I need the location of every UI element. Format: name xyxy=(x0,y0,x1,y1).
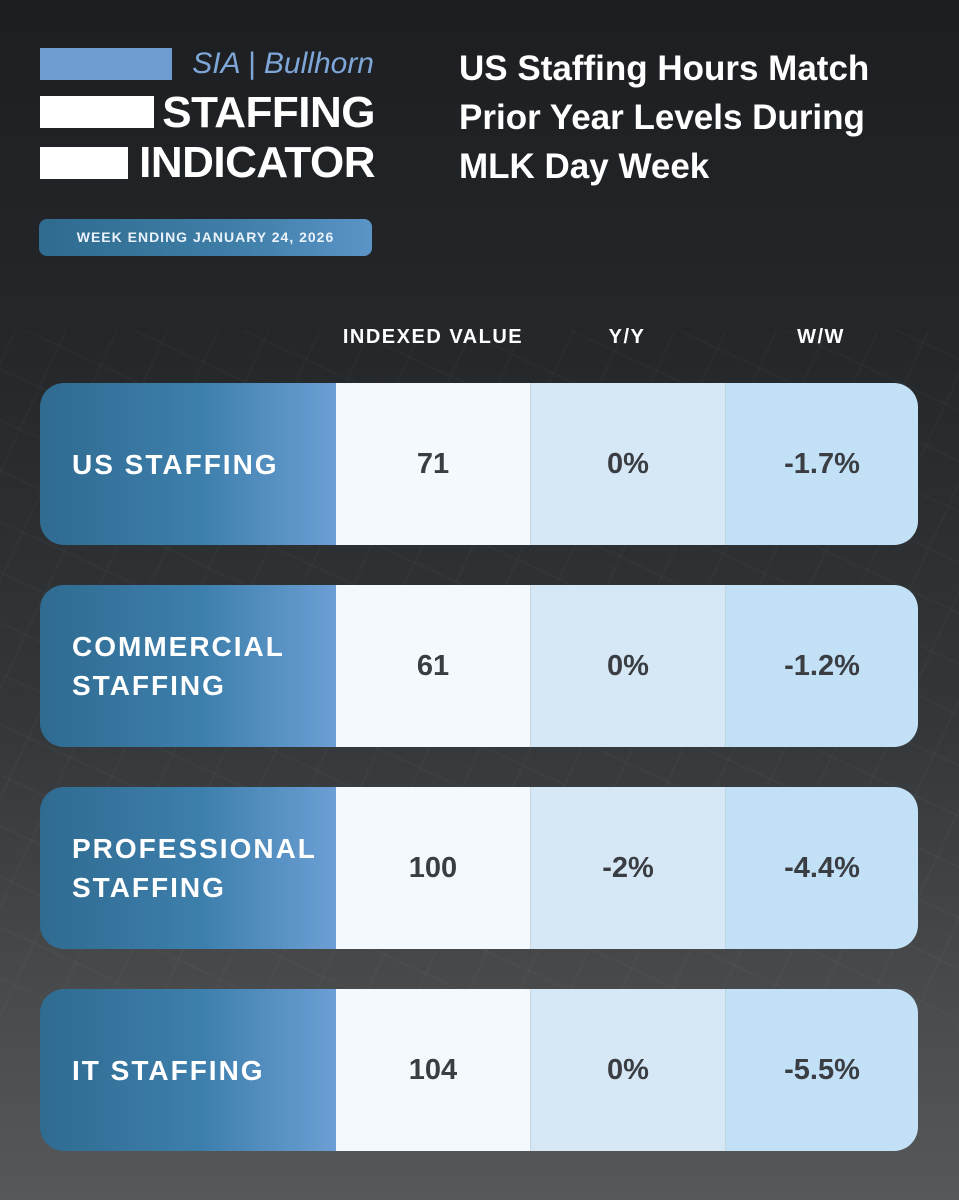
yy-cell: 0% xyxy=(531,989,726,1151)
headline-line-2: Prior Year Levels During xyxy=(459,98,865,137)
row-label-line-1: US STAFFING xyxy=(72,448,279,480)
table-row-professional-staffing: PROFESSIONAL STAFFING 100 -2% -4.4% xyxy=(40,787,918,949)
row-label-line-1: IT STAFFING xyxy=(72,1054,265,1086)
table-row-commercial-staffing: COMMERCIAL STAFFING 61 0% -1.2% xyxy=(40,585,918,747)
row-label: PROFESSIONAL STAFFING xyxy=(40,787,336,949)
table-row-us-staffing: US STAFFING 71 0% -1.7% xyxy=(40,383,918,545)
logo-white-bar-2 xyxy=(40,147,128,179)
row-label-line-2: STAFFING xyxy=(72,670,226,701)
headline-line-3: MLK Day Week xyxy=(459,147,710,186)
logo-line-staffing: STAFFING xyxy=(162,88,375,137)
row-label: COMMERCIAL STAFFING xyxy=(40,585,336,747)
row-label: US STAFFING xyxy=(40,383,336,545)
column-header-indexed-value: INDEXED VALUE xyxy=(342,326,524,348)
ww-cell: -1.7% xyxy=(726,383,918,545)
indexed-value-cell: 100 xyxy=(336,787,531,949)
indexed-value-cell: 104 xyxy=(336,989,531,1151)
row-label-line-1: PROFESSIONAL xyxy=(72,833,317,864)
week-ending-badge: WEEK ENDING JANUARY 24, 2026 xyxy=(39,219,372,256)
ww-cell: -4.4% xyxy=(726,787,918,949)
indexed-value-cell: 61 xyxy=(336,585,531,747)
column-header-ww: W/W xyxy=(797,326,845,348)
logo-subtitle: SIA | Bullhorn xyxy=(192,47,374,80)
logo-white-bar-1 xyxy=(40,96,154,128)
yy-cell: 0% xyxy=(531,585,726,747)
ww-cell: -1.2% xyxy=(726,585,918,747)
indexed-value-cell: 71 xyxy=(336,383,531,545)
row-label: IT STAFFING xyxy=(40,989,336,1151)
yy-cell: 0% xyxy=(531,383,726,545)
logo-line-indicator: INDICATOR xyxy=(139,138,375,187)
row-label-line-2: STAFFING xyxy=(72,872,226,903)
headline-line-1: US Staffing Hours Match xyxy=(459,49,870,88)
logo-blue-bar xyxy=(40,48,172,80)
staffing-indicator-logo: SIA | Bullhorn STAFFING INDICATOR xyxy=(40,44,375,187)
ww-cell: -5.5% xyxy=(726,989,918,1151)
row-label-line-1: COMMERCIAL xyxy=(72,631,285,662)
yy-cell: -2% xyxy=(531,787,726,949)
table-row-it-staffing: IT STAFFING 104 0% -5.5% xyxy=(40,989,918,1151)
headline: US Staffing Hours Match Prior Year Level… xyxy=(459,44,929,191)
column-header-yy: Y/Y xyxy=(608,326,646,348)
